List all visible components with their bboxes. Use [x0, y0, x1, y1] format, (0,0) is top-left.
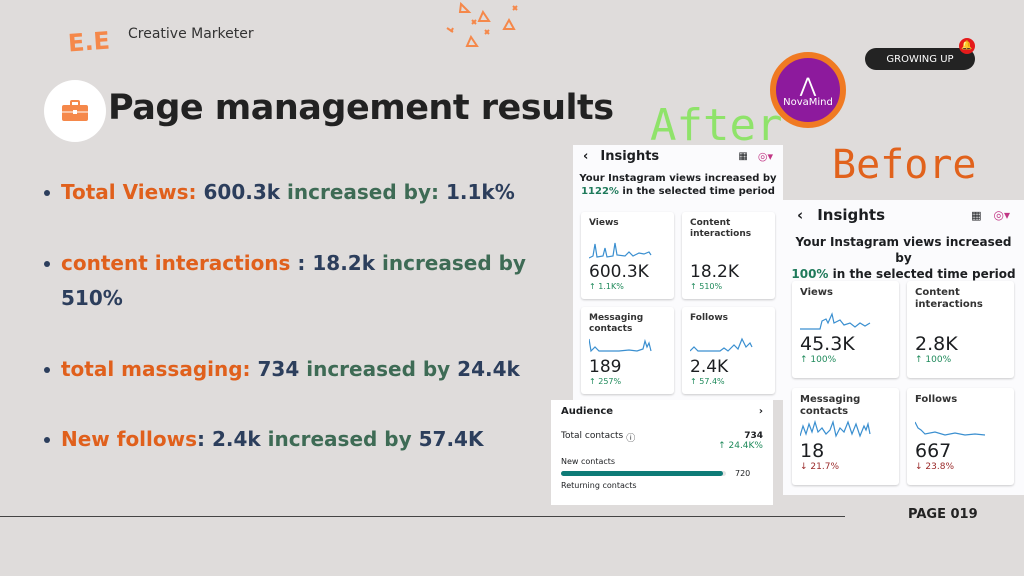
metric-change: ↑ 510%	[690, 281, 723, 291]
growing-up-badge: GROWING UP	[865, 48, 975, 70]
before-label: Before	[832, 142, 977, 188]
metric-value: 18.2K	[690, 261, 739, 282]
metric-label: Follows	[690, 313, 728, 323]
bullet-messaging: total massaging: 734 increased by 24.4k	[44, 352, 564, 387]
views-summary: Your Instagram views increased by 1122% i…	[579, 173, 777, 197]
page-number: PAGE 019	[908, 507, 978, 522]
audience-panel[interactable]: Audience › Total contacts ⓘ 734 ↑ 24.4K% New…	[551, 400, 773, 505]
metric-label: Messaging contacts	[800, 394, 861, 417]
novamind-logo: ⋀ NovaMind	[770, 52, 846, 128]
metric-label: Content interactions	[690, 218, 752, 239]
metric-change: ↑ 57.4%	[690, 376, 725, 386]
sparkline	[914, 421, 986, 436]
metric-card[interactable]: Content interactions 2.8K ↑ 100%	[907, 281, 1014, 378]
metric-value: 45.3K	[800, 333, 855, 355]
metric-card[interactable]: Follows 2.4K ↑ 57.4%	[682, 307, 775, 394]
metric-label: Follows	[915, 394, 958, 405]
sparkline	[588, 242, 652, 259]
metric-card[interactable]: Views 600.3K ↑ 1.1K%	[581, 212, 674, 299]
page-title: Page management results	[108, 88, 614, 128]
briefcase-icon	[62, 100, 88, 121]
metric-change: ↑ 100%	[915, 355, 952, 365]
info-icon[interactable]: ⓘ	[626, 434, 636, 444]
bullet-interactions: content interactions : 18.2k increased b…	[44, 246, 564, 316]
metric-change: ↑ 1.1K%	[589, 281, 624, 291]
bullet-views: Total Views: 600.3k increased by: 1.1k%	[44, 175, 564, 210]
sparkline	[800, 312, 871, 330]
metric-change: ↑ 257%	[589, 376, 622, 386]
views-summary: Your Instagram views increased by 100% in…	[791, 235, 1016, 281]
back-icon[interactable]: ‹	[583, 149, 589, 164]
metric-value: 18	[800, 440, 825, 462]
chevron-right-icon[interactable]: ›	[758, 406, 763, 417]
new-contacts-bar	[561, 471, 723, 476]
bell-icon: 🔔	[959, 38, 975, 54]
calendar-icon[interactable]: ▦	[971, 208, 982, 222]
sparkline	[799, 419, 871, 438]
metric-label: Messaging contacts	[589, 313, 644, 334]
briefcase-icon-circle	[44, 80, 106, 142]
metric-value: 2.8K	[915, 333, 958, 355]
instagram-icon[interactable]: ◎▾	[993, 208, 1011, 222]
before-insights-panel: ‹ Insights ▦ ◎▾ Your Instagram views increa…	[783, 200, 1024, 495]
results-list: Total Views: 600.3k increased by: 1.1k% …	[44, 175, 564, 457]
sparkline	[689, 337, 753, 352]
metric-card[interactable]: Messaging contacts 189 ↑ 257%	[581, 307, 674, 394]
metric-card[interactable]: Views 45.3K ↑ 100%	[792, 281, 899, 378]
decorative-shapes-icon	[446, 1, 518, 47]
metric-card[interactable]: Content interactions 18.2K ↑ 510%	[682, 212, 775, 299]
calendar-icon[interactable]: ▦	[738, 151, 748, 162]
back-icon[interactable]: ‹	[797, 206, 804, 224]
metric-label: Views	[800, 287, 833, 298]
metric-change: ↓ 23.8%	[915, 462, 954, 472]
metric-value: 600.3K	[589, 261, 649, 282]
divider	[0, 516, 845, 517]
after-label: After	[650, 100, 783, 151]
metric-value: 189	[589, 356, 622, 377]
sparkline	[588, 338, 652, 352]
instagram-icon[interactable]: ◎▾	[757, 150, 773, 163]
metric-change: ↑ 100%	[800, 355, 837, 365]
metric-label: Content interactions	[915, 287, 983, 310]
metric-change: ↓ 21.7%	[800, 462, 839, 472]
metric-value: 2.4K	[690, 356, 729, 377]
metric-value: 667	[915, 440, 952, 462]
metric-label: Views	[589, 218, 619, 228]
ee-logo: E.E	[67, 26, 111, 58]
sparkline	[690, 240, 767, 260]
after-insights-panel: ‹ Insights ▦ ◎▾ Your Instagram views increa…	[573, 145, 783, 400]
sparkline	[915, 311, 1006, 331]
insights-title: Insights	[600, 149, 660, 164]
bullet-follows: New follows: 2.4k increased by 57.4K	[44, 422, 564, 457]
metric-card[interactable]: Messaging contacts 18 ↓ 21.7%	[792, 388, 899, 485]
brand-name: Creative Marketer	[128, 26, 254, 42]
metric-card[interactable]: Follows 667 ↓ 23.8%	[907, 388, 1014, 485]
